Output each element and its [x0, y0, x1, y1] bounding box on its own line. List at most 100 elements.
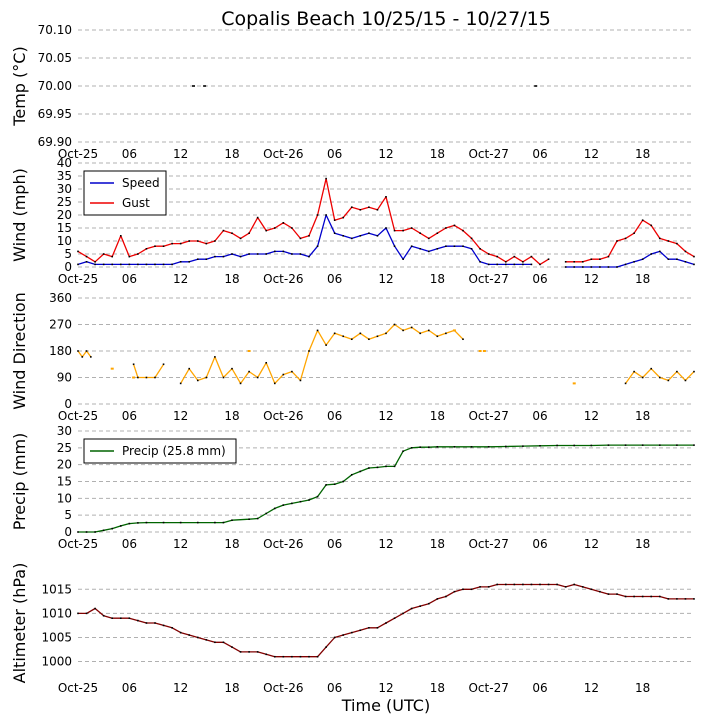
data-marker — [77, 350, 79, 352]
series-line-segment — [565, 250, 695, 268]
data-marker — [385, 465, 387, 468]
data-marker — [111, 263, 114, 266]
data-marker — [445, 332, 447, 335]
panel-temp: 69.90 69.95 70.00 70.05 70.10 Oct-25 06 12 18 Oct… — [10, 23, 694, 161]
data-marker — [676, 444, 678, 446]
data-marker — [658, 237, 661, 240]
data-marker — [273, 655, 276, 658]
data-marker — [325, 484, 327, 486]
series-altimeter — [77, 583, 695, 658]
y-tick-label: 1000 — [41, 655, 72, 669]
data-marker — [145, 521, 148, 524]
data-marker — [496, 255, 499, 258]
data-marker — [385, 227, 387, 229]
data-marker — [633, 595, 635, 598]
data-marker — [145, 622, 148, 624]
data-marker — [239, 651, 242, 653]
data-marker — [419, 446, 422, 448]
data-marker — [94, 531, 96, 533]
data-marker — [573, 444, 576, 447]
data-marker — [607, 266, 610, 268]
data-marker — [496, 583, 499, 586]
data-marker — [479, 248, 481, 250]
data-marker — [359, 629, 362, 632]
data-marker — [316, 655, 319, 658]
data-marker — [239, 237, 242, 240]
series-direction — [77, 323, 695, 385]
data-marker — [85, 350, 88, 352]
data-marker — [676, 258, 678, 260]
data-marker — [231, 646, 233, 648]
data-marker — [616, 240, 618, 242]
data-marker — [581, 586, 584, 588]
data-point — [478, 350, 482, 352]
data-marker — [641, 444, 644, 446]
series-direction-isolated — [110, 329, 576, 385]
data-marker — [393, 229, 396, 232]
data-marker — [641, 376, 644, 379]
x-tick-label: Oct-27 — [468, 272, 508, 286]
x-tick-label: 06 — [532, 681, 547, 695]
data-marker — [214, 255, 216, 258]
data-marker — [513, 263, 516, 266]
data-marker — [504, 445, 507, 448]
data-marker — [530, 263, 533, 266]
data-marker — [427, 602, 430, 605]
data-marker — [316, 245, 319, 247]
data-marker — [111, 255, 114, 258]
data-marker — [222, 229, 225, 232]
x-tick-label: Oct-25 — [58, 537, 98, 551]
data-marker — [633, 232, 635, 234]
data-marker — [573, 261, 576, 263]
data-marker — [470, 237, 473, 240]
data-marker — [299, 655, 302, 658]
y-tick-label: 30 — [57, 182, 72, 196]
x-tick-label: Oct-27 — [468, 537, 508, 551]
data-marker — [504, 583, 507, 586]
y-tick-label: 0 — [64, 525, 72, 539]
data-marker — [487, 263, 490, 266]
data-marker — [119, 235, 122, 237]
x-tick-label: 06 — [122, 147, 137, 161]
data-marker — [402, 612, 404, 615]
y-tick-label: 270 — [49, 318, 72, 332]
data-marker — [684, 261, 687, 263]
x-tick-label: Oct-26 — [263, 409, 303, 423]
y-tick-label: 1005 — [41, 630, 72, 644]
data-marker — [77, 612, 79, 615]
data-marker — [231, 253, 233, 255]
data-marker — [419, 332, 422, 335]
data-marker — [231, 519, 233, 522]
data-marker — [547, 583, 550, 586]
data-marker — [445, 595, 447, 598]
x-tick-label: 12 — [378, 409, 393, 423]
data-marker — [359, 332, 362, 335]
data-marker — [128, 255, 131, 258]
y-axis-label: Precip (mm) — [10, 433, 29, 531]
legend-box — [83, 170, 167, 216]
data-marker — [359, 470, 362, 473]
series-line-segment — [180, 323, 464, 385]
data-point — [452, 329, 456, 332]
data-marker — [342, 235, 345, 237]
data-marker — [419, 232, 422, 234]
data-marker — [599, 266, 601, 268]
x-tick-label: 18 — [430, 537, 445, 551]
x-tick-label: 12 — [378, 147, 393, 161]
data-marker — [590, 444, 593, 447]
x-axis-label: Time (UTC) — [341, 696, 430, 715]
data-marker — [504, 263, 507, 266]
data-marker — [453, 446, 456, 448]
data-marker — [564, 266, 567, 268]
data-marker — [427, 250, 430, 253]
data-marker — [676, 370, 678, 373]
data-marker — [248, 232, 250, 234]
data-marker — [119, 617, 122, 619]
data-marker — [162, 624, 165, 627]
y-tick-label: 5 — [64, 247, 72, 261]
data-point — [247, 350, 251, 352]
series-line-segment — [78, 583, 694, 658]
data-marker — [436, 598, 439, 600]
data-marker — [693, 598, 695, 600]
data-marker — [368, 627, 370, 629]
